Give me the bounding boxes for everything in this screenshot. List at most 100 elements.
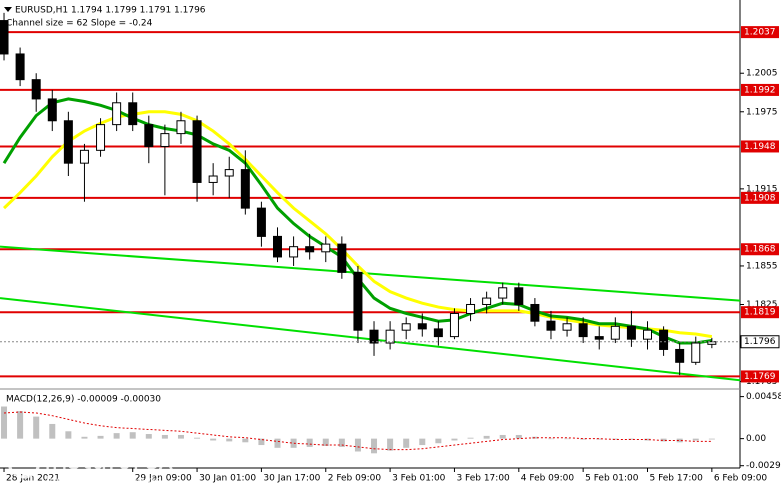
macd-bar <box>371 438 378 454</box>
candle-body <box>707 341 717 345</box>
candle-body <box>63 120 73 164</box>
macd-bar <box>387 438 394 451</box>
macd-title: MACD(12,26,9) -0.00009 -0.00030 <box>6 395 161 405</box>
level-label-box <box>741 140 779 153</box>
candle-body <box>530 303 540 322</box>
watermark-icon-mark <box>12 451 36 467</box>
candle-body <box>0 20 9 55</box>
last-price-box <box>740 335 780 349</box>
macd-bar <box>676 438 683 443</box>
level-label-box <box>741 191 779 204</box>
x-tick-label: 2 Feb 09:00 <box>328 474 382 484</box>
plot-area: 1.20051.19751.19151.18551.18251.17651.20… <box>0 12 781 484</box>
candle-body <box>498 287 508 299</box>
candle-body <box>594 336 604 340</box>
level-label-box <box>741 26 779 39</box>
candle-body <box>96 124 106 151</box>
symbol-header: EURUSD,H1 1.1794 1.1799 1.1791 1.1796 <box>15 6 206 16</box>
macd-bar <box>161 434 168 439</box>
macd-bar <box>274 438 281 448</box>
level-label: 1.1819 <box>744 308 776 318</box>
level-label: 1.1948 <box>744 142 776 152</box>
candle-body <box>643 329 652 340</box>
candle-body <box>128 102 138 126</box>
x-tick-label: 5 Feb 17:00 <box>650 474 704 484</box>
macd-bar <box>226 438 233 442</box>
macd-bar <box>596 438 603 440</box>
macd-bar <box>628 438 635 440</box>
macd-bar <box>290 438 297 448</box>
y-tick-label: 1.1855 <box>746 261 778 271</box>
macd-bar <box>129 432 136 439</box>
macd-bar <box>467 437 474 439</box>
macd-bar <box>564 438 571 440</box>
level-label: 1.1868 <box>744 245 776 255</box>
macd-bar <box>1 406 8 439</box>
level-label-box <box>741 243 779 256</box>
y-tick-label: 0.00 <box>746 434 766 444</box>
macd-bar <box>242 438 249 443</box>
y-tick-label: 1.2005 <box>746 69 778 79</box>
candle-body <box>578 323 588 338</box>
moving-average <box>2 110 713 339</box>
macd-bar <box>65 431 72 439</box>
candle-body <box>160 133 170 147</box>
x-tick-label: 5 Feb 01:00 <box>585 474 639 484</box>
candle-body <box>47 98 57 122</box>
level-label-box <box>741 370 779 383</box>
x-tick-label: 28 Jan 2021 <box>6 474 60 484</box>
macd-bar <box>612 438 619 440</box>
level-label: 1.2037 <box>744 28 776 38</box>
candle-body <box>514 287 524 305</box>
y-tick-label: 0.00458 <box>746 392 781 402</box>
candle-body <box>273 235 282 258</box>
candle-body <box>224 169 234 177</box>
candle-body <box>112 102 122 126</box>
macd-bar <box>644 438 651 441</box>
candle-body <box>15 53 25 81</box>
candle-body <box>417 323 427 330</box>
candle-body <box>369 329 379 344</box>
candle-body <box>691 342 701 363</box>
candle-body <box>659 329 669 350</box>
candle-body <box>449 312 459 338</box>
candle-body <box>675 348 685 363</box>
macd-bar <box>194 437 201 439</box>
macd-bar <box>33 416 40 439</box>
candle-body <box>466 303 476 314</box>
macd-bar <box>692 438 699 441</box>
x-tick-label: 30 Jan 01:00 <box>199 474 256 484</box>
macd-bar <box>306 438 313 447</box>
macd-bar <box>354 438 361 452</box>
candle-body <box>321 243 331 253</box>
macd-bar <box>547 438 554 440</box>
macd-bar <box>97 435 104 439</box>
candle-body <box>337 243 347 273</box>
candle-body <box>240 169 250 209</box>
level-label: 1.1769 <box>744 372 776 382</box>
header-icon <box>4 7 12 12</box>
candle-body <box>353 271 363 331</box>
x-tick-label: 30 Jan 17:00 <box>263 474 320 484</box>
signal-line <box>3 411 712 451</box>
level-label: 1.1908 <box>744 193 776 203</box>
candle-body <box>385 329 395 344</box>
macd-bar <box>177 434 184 439</box>
level-label-box <box>741 306 779 319</box>
y-tick-label: 1.1915 <box>746 184 778 194</box>
macd-bar <box>708 438 715 440</box>
channel-line <box>0 245 741 302</box>
last-price-label: 1.1796 <box>744 337 776 347</box>
macd-bar <box>435 438 442 444</box>
candle-body <box>192 120 202 183</box>
macd-bar <box>515 434 522 439</box>
x-tick-label: 6 Feb 09:00 <box>714 474 768 484</box>
candle-body <box>546 320 556 331</box>
candle-body <box>289 246 299 258</box>
y-tick-label: 1.1975 <box>746 107 778 117</box>
macd-bar <box>322 438 329 446</box>
macd-bar <box>419 438 426 446</box>
macd-bar <box>17 411 24 439</box>
candle-body <box>144 124 154 147</box>
